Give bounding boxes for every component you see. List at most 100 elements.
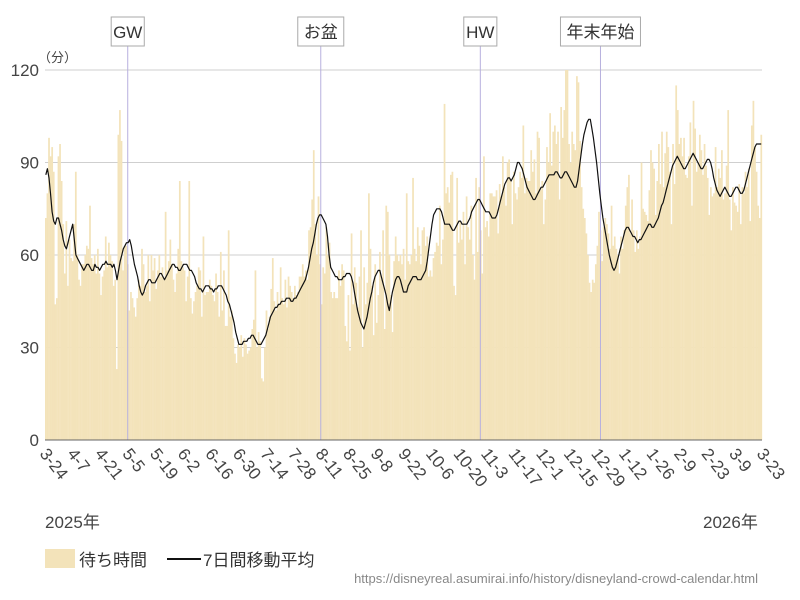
wait-time-bar bbox=[524, 193, 526, 440]
wait-time-bar bbox=[544, 199, 547, 440]
wait-time-bar bbox=[483, 156, 485, 440]
wait-time-bar bbox=[557, 131, 559, 441]
event-label: HW bbox=[466, 23, 494, 42]
wait-time-bar bbox=[736, 211, 739, 440]
wait-time-bar bbox=[653, 168, 655, 441]
wait-time-bar bbox=[453, 285, 455, 440]
wait-time-bar bbox=[175, 273, 178, 440]
wait-time-bar bbox=[624, 205, 627, 440]
wait-time-bar bbox=[342, 270, 345, 440]
wait-time-bar bbox=[147, 255, 150, 440]
wait-time-bar bbox=[571, 131, 574, 441]
wait-time-bar bbox=[136, 298, 139, 440]
wait-time-bar bbox=[511, 224, 514, 440]
wait-time-bar bbox=[563, 110, 566, 440]
wait-time-bar bbox=[744, 171, 747, 440]
wait-time-bar bbox=[615, 248, 618, 440]
wait-time-bar bbox=[363, 267, 366, 440]
legend-bar-swatch bbox=[45, 549, 75, 568]
wait-time-bar bbox=[591, 279, 594, 440]
wait-time-bar bbox=[134, 316, 137, 440]
wait-time-bar bbox=[413, 248, 416, 440]
wait-time-bar bbox=[484, 227, 487, 440]
wait-time-bar bbox=[312, 150, 315, 441]
wait-time-bar bbox=[281, 298, 284, 440]
event-markers: GW お盆 HW 年末年始 bbox=[110, 16, 641, 440]
wait-time-bar bbox=[519, 171, 522, 440]
legend: 待ち時間 7日間移動平均 bbox=[45, 546, 314, 571]
wait-time-bar bbox=[338, 270, 340, 440]
wait-time-bar bbox=[120, 140, 123, 441]
wait-time-bar bbox=[293, 285, 296, 440]
wait-time-bar bbox=[295, 295, 298, 440]
wait-time-bar bbox=[672, 144, 674, 440]
wait-time-bar bbox=[639, 236, 641, 440]
wait-time-bar bbox=[565, 70, 567, 440]
wait-time-bar bbox=[415, 261, 418, 440]
wait-time-bar bbox=[579, 140, 581, 441]
wait-time-bar bbox=[461, 239, 463, 440]
wait-time-bar bbox=[106, 267, 109, 440]
wait-time-bar bbox=[539, 190, 542, 440]
wait-time-bar bbox=[596, 245, 599, 440]
wait-time-bar bbox=[97, 248, 99, 440]
wait-time-bar bbox=[678, 144, 681, 440]
wait-time-bar bbox=[57, 156, 60, 440]
wait-time-bar bbox=[583, 218, 586, 440]
wait-time-bar bbox=[558, 199, 561, 440]
wait-time-bar bbox=[249, 347, 252, 440]
wait-time-bar bbox=[724, 193, 726, 440]
wait-time-bar bbox=[489, 193, 492, 440]
wait-time-bar bbox=[191, 313, 194, 440]
wait-time-bar bbox=[593, 282, 596, 440]
wait-time-bar bbox=[617, 255, 619, 440]
wait-time-bar bbox=[576, 76, 578, 441]
wait-time-bar bbox=[386, 211, 389, 440]
wait-time-bar bbox=[130, 292, 132, 440]
x-tick-label: 3-23 bbox=[753, 445, 789, 484]
wait-time-bar bbox=[108, 242, 110, 440]
wait-time-bar bbox=[62, 224, 65, 440]
wait-time-bar bbox=[287, 276, 290, 440]
wait-time-bar bbox=[547, 162, 550, 440]
wait-time-bar bbox=[380, 279, 383, 440]
wait-time-bar bbox=[290, 292, 293, 440]
wait-time-bar bbox=[246, 353, 249, 440]
wait-time-bar bbox=[322, 267, 325, 440]
wait-time-bar bbox=[434, 251, 436, 440]
wait-time-bar bbox=[500, 196, 503, 440]
wait-time-bar bbox=[160, 276, 162, 440]
wait-time-bar bbox=[730, 230, 733, 440]
wait-time-bar bbox=[708, 214, 711, 440]
wait-time-bar bbox=[270, 288, 273, 440]
wait-time-bar bbox=[743, 193, 745, 440]
wait-time-bar bbox=[82, 264, 85, 440]
wait-time-bar bbox=[137, 279, 140, 440]
wait-time-bar bbox=[51, 147, 54, 440]
x-tick-label: 4-21 bbox=[91, 445, 127, 484]
wait-time-bar bbox=[658, 144, 660, 440]
wait-time-bar bbox=[675, 85, 678, 441]
wait-time-bar bbox=[501, 156, 504, 440]
wait-time-bar bbox=[369, 248, 372, 440]
wait-time-bar bbox=[164, 211, 167, 440]
wait-time-bar bbox=[235, 362, 238, 440]
wait-time-bar bbox=[669, 171, 671, 440]
wait-time-bar bbox=[560, 107, 563, 440]
wait-time-bar bbox=[635, 230, 638, 440]
wait-time-bar bbox=[114, 279, 117, 440]
wait-time-bar bbox=[598, 211, 600, 440]
wait-time-bar bbox=[472, 255, 474, 440]
wait-time-bar bbox=[180, 261, 183, 440]
wait-time-bar bbox=[727, 110, 730, 440]
wait-time-bar bbox=[632, 230, 635, 440]
wait-time-bar bbox=[67, 285, 69, 440]
moving-average-line bbox=[45, 118, 762, 345]
event-label-box bbox=[559, 16, 641, 47]
wait-time-bar bbox=[189, 298, 192, 440]
wait-time-bar bbox=[393, 261, 395, 440]
wait-time-bar bbox=[664, 153, 667, 440]
wait-time-bar bbox=[522, 125, 525, 440]
event-marker: HW bbox=[463, 16, 498, 440]
wait-time-bar bbox=[357, 307, 359, 440]
